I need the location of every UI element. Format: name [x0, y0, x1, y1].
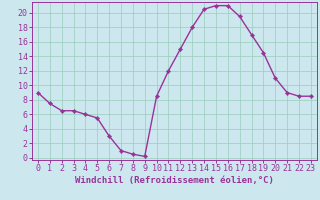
X-axis label: Windchill (Refroidissement éolien,°C): Windchill (Refroidissement éolien,°C) [75, 176, 274, 185]
